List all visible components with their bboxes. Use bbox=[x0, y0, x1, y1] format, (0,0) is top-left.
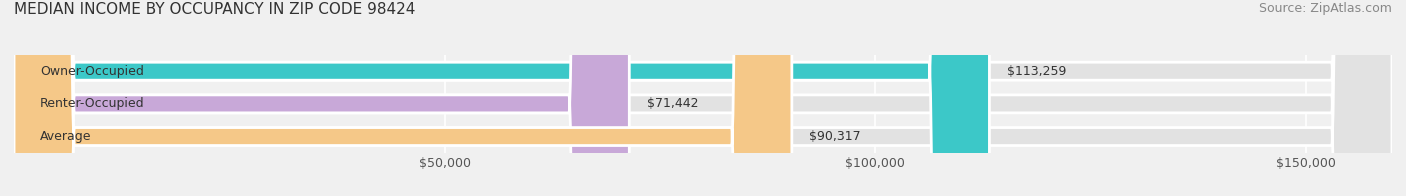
FancyBboxPatch shape bbox=[14, 0, 1392, 196]
FancyBboxPatch shape bbox=[14, 0, 630, 196]
Text: Renter-Occupied: Renter-Occupied bbox=[39, 97, 145, 110]
FancyBboxPatch shape bbox=[14, 0, 990, 196]
FancyBboxPatch shape bbox=[14, 0, 1392, 196]
Text: Average: Average bbox=[39, 130, 91, 143]
FancyBboxPatch shape bbox=[14, 0, 792, 196]
Text: $71,442: $71,442 bbox=[647, 97, 697, 110]
Text: Owner-Occupied: Owner-Occupied bbox=[39, 65, 143, 78]
Text: Source: ZipAtlas.com: Source: ZipAtlas.com bbox=[1258, 2, 1392, 15]
Text: $90,317: $90,317 bbox=[808, 130, 860, 143]
FancyBboxPatch shape bbox=[14, 0, 1392, 196]
Text: MEDIAN INCOME BY OCCUPANCY IN ZIP CODE 98424: MEDIAN INCOME BY OCCUPANCY IN ZIP CODE 9… bbox=[14, 2, 415, 17]
Text: $113,259: $113,259 bbox=[1007, 65, 1066, 78]
